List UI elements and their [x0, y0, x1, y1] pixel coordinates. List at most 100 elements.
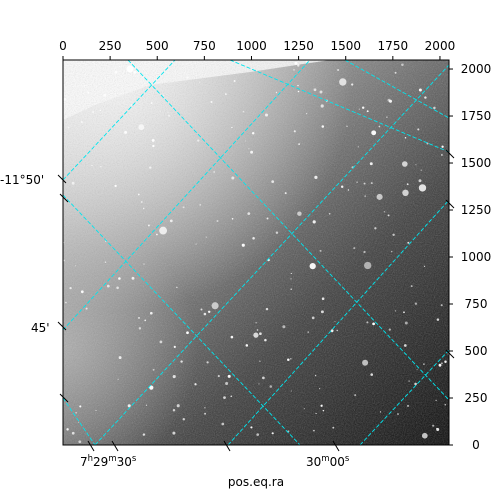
wcs-ticks — [57, 149, 455, 452]
star — [250, 426, 253, 429]
star — [213, 171, 215, 173]
star — [379, 411, 382, 413]
star — [223, 396, 226, 399]
plot-frame — [62, 59, 450, 446]
star — [63, 242, 65, 244]
star — [143, 263, 145, 265]
star — [424, 96, 427, 99]
star — [216, 220, 219, 222]
star — [321, 125, 325, 128]
star — [262, 376, 265, 380]
star — [130, 103, 133, 106]
star — [204, 412, 207, 415]
star — [159, 226, 168, 235]
star — [423, 265, 426, 268]
x-axis-title: pos.eq.ra — [228, 475, 284, 489]
star — [383, 211, 386, 213]
star — [233, 80, 236, 82]
right-tick-label: 1000 — [461, 250, 492, 264]
star — [85, 307, 88, 310]
star — [347, 189, 350, 191]
star — [269, 385, 273, 388]
star — [444, 360, 447, 363]
star — [297, 64, 300, 67]
star — [418, 88, 422, 92]
star — [358, 108, 360, 110]
star — [248, 148, 250, 150]
top-tick-label: 500 — [146, 39, 169, 53]
star — [303, 408, 305, 410]
star — [404, 136, 407, 139]
star — [404, 321, 408, 325]
star — [287, 358, 290, 361]
star — [370, 182, 373, 185]
star — [282, 325, 286, 329]
star — [397, 413, 399, 415]
star — [65, 301, 67, 304]
star — [138, 316, 140, 319]
star — [337, 68, 340, 72]
star — [256, 433, 260, 436]
star — [401, 161, 408, 167]
star — [311, 316, 315, 320]
star — [180, 360, 183, 363]
ra-tick-label-1: 7h29m30s — [80, 454, 137, 469]
star — [320, 404, 323, 407]
star — [294, 61, 298, 65]
star — [436, 318, 440, 321]
star — [372, 322, 375, 326]
star — [309, 262, 316, 270]
star — [403, 344, 407, 347]
star — [133, 70, 137, 74]
star — [406, 183, 409, 186]
star — [421, 432, 428, 439]
star — [78, 440, 82, 444]
star — [314, 175, 318, 179]
star — [74, 265, 77, 267]
star — [221, 422, 225, 426]
star — [147, 224, 150, 227]
star — [407, 241, 410, 244]
star — [408, 380, 410, 382]
star — [420, 169, 422, 171]
star — [199, 81, 201, 83]
star — [319, 388, 321, 390]
grid-line — [63, 60, 311, 331]
star — [152, 144, 155, 148]
star — [252, 237, 255, 240]
star — [328, 213, 331, 215]
star — [321, 297, 325, 301]
sky-image — [63, 60, 449, 445]
star — [370, 373, 374, 376]
star — [307, 331, 309, 333]
grid-line — [63, 397, 96, 445]
star — [293, 130, 296, 133]
star — [251, 132, 255, 135]
star — [245, 344, 249, 347]
top-tick-label: 0 — [59, 39, 67, 53]
star — [366, 321, 369, 324]
star — [172, 375, 176, 379]
star — [71, 181, 75, 185]
star — [231, 218, 234, 220]
star — [438, 363, 442, 367]
star — [305, 60, 308, 63]
star — [172, 431, 176, 435]
star — [159, 340, 163, 344]
star — [127, 404, 131, 408]
star — [194, 383, 197, 386]
star — [145, 404, 147, 406]
star — [378, 125, 381, 128]
star — [306, 113, 308, 115]
grid-line — [359, 349, 449, 445]
star — [275, 91, 278, 94]
star — [186, 331, 189, 335]
star — [206, 361, 209, 364]
star — [444, 404, 446, 406]
star — [118, 65, 120, 67]
star — [231, 176, 235, 180]
ra-tick-label-2: 30m00s — [306, 454, 350, 469]
star — [230, 335, 234, 339]
star — [266, 217, 269, 220]
